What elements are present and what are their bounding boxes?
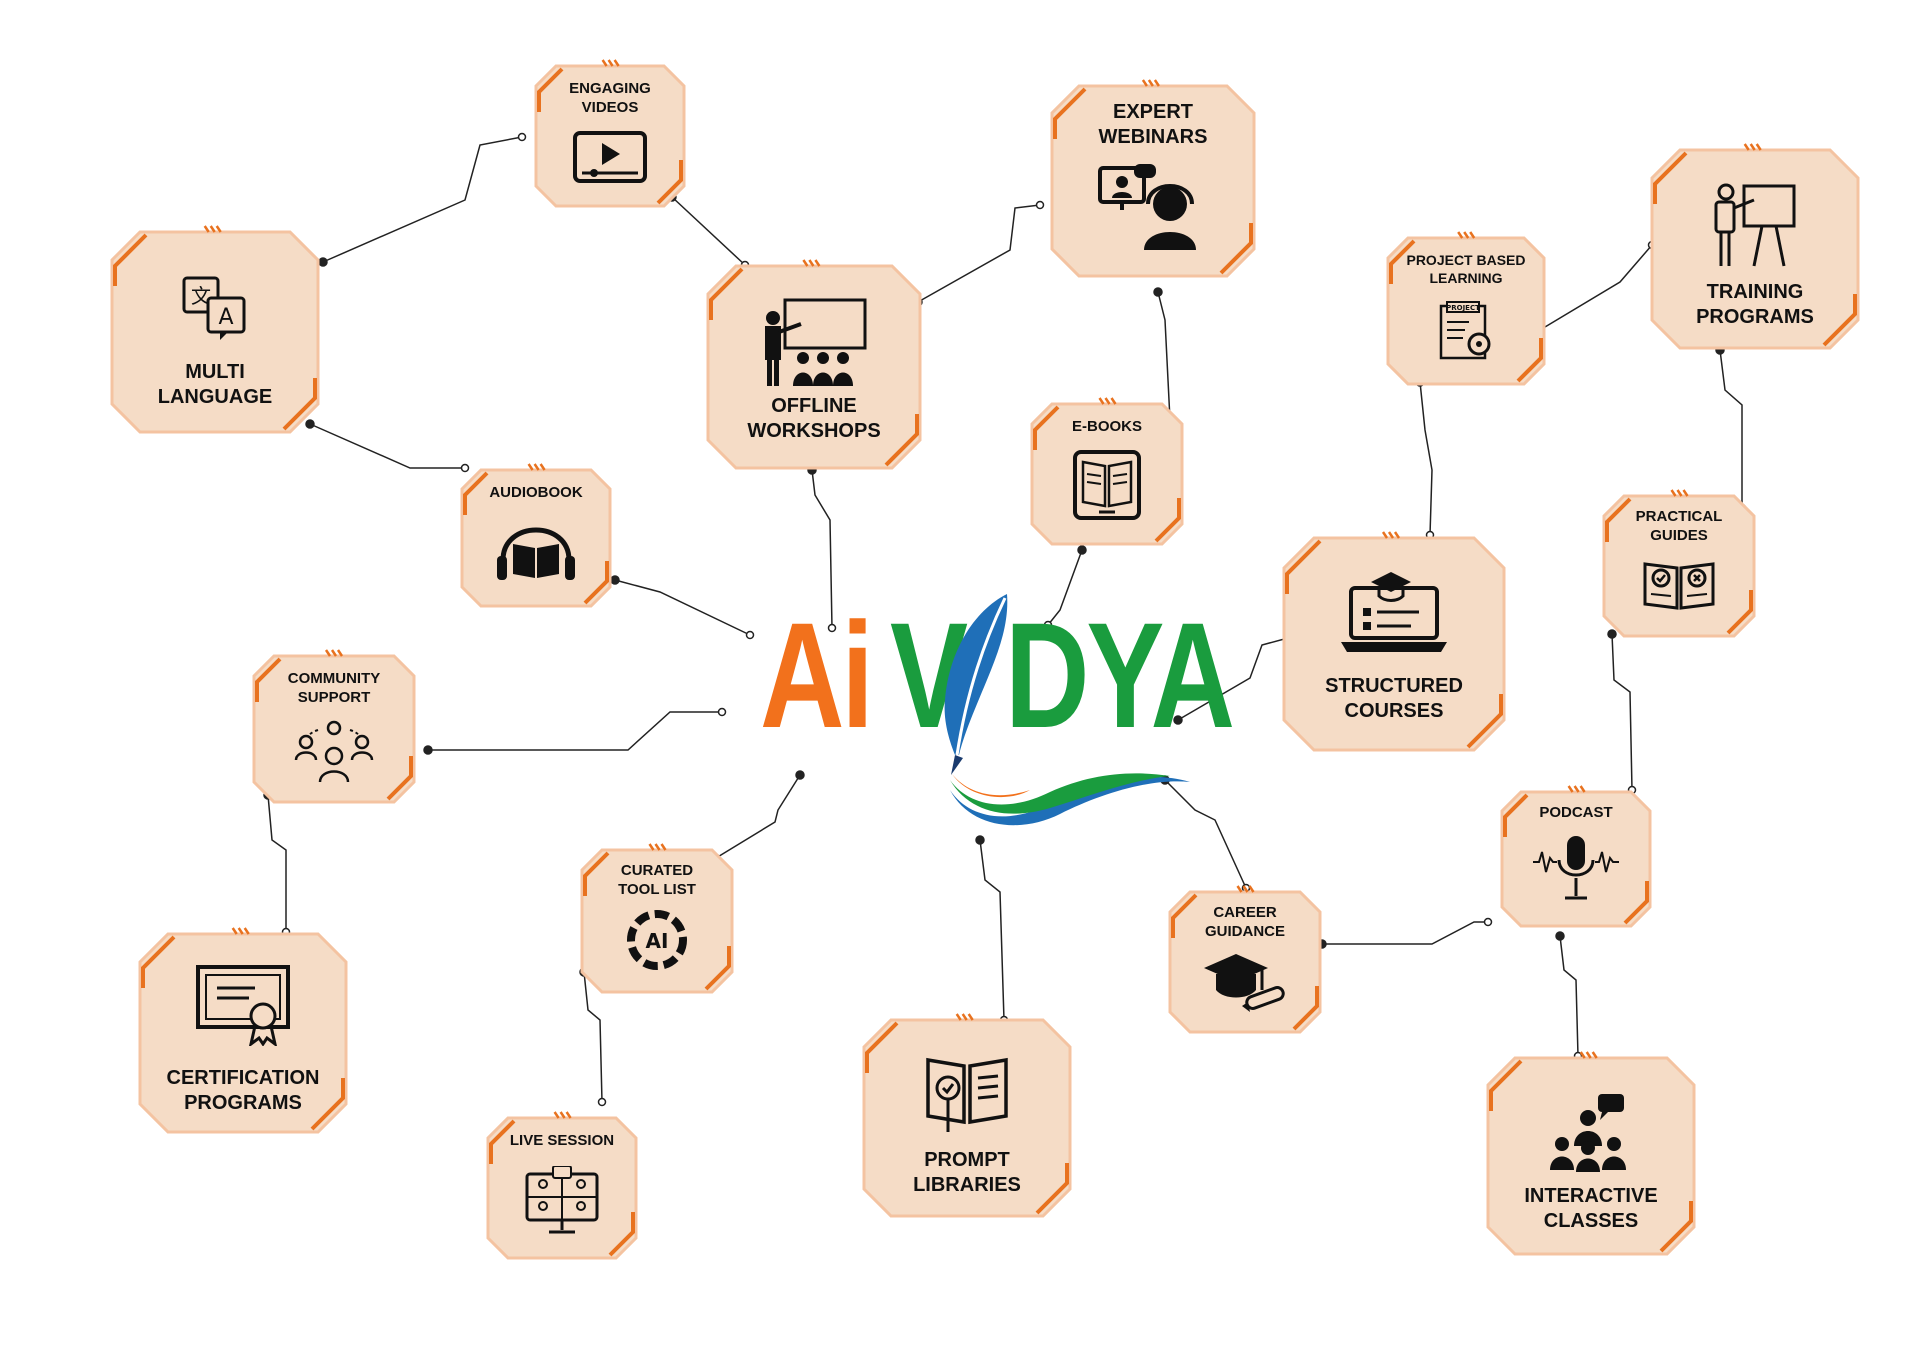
headphones-book-icon <box>497 527 575 580</box>
node-audiobook: AUDIOBOOK <box>460 463 612 608</box>
node-label: CURATED TOOL LIST <box>618 862 696 898</box>
node-multi-language: 文 A MULTI LANGUAGE <box>110 225 320 434</box>
graduation-cap-icon <box>1204 954 1285 1012</box>
logo-dya: DYA <box>1005 591 1235 759</box>
node-label: ENGAGING VIDEOS <box>569 80 651 116</box>
node-label: STRUCTURED COURSES <box>1325 675 1463 722</box>
node-label: PRACTICAL GUIDES <box>1635 508 1723 544</box>
node-label: COMMUNITY SUPPORT <box>287 670 381 706</box>
node-project-based-learning: PROJECT BASED LEARNING PROJECT <box>1386 231 1546 386</box>
node-label: MULTI LANGUAGE <box>157 361 273 408</box>
open-book-check-icon <box>1643 562 1715 610</box>
node-curated-tool-list: CURATED TOOL LIST AI <box>580 843 734 994</box>
ebook-icon <box>1073 450 1141 520</box>
node-e-books: E-BOOKS <box>1030 397 1184 546</box>
node-label: AUDIOBOOK <box>489 484 583 501</box>
video-player-icon <box>573 131 647 183</box>
node-offline-workshops: OFFLINE WORKSHOPS <box>706 259 922 470</box>
svg-text:AI: AI <box>646 929 669 953</box>
node-label: INTERACTIVE CLASSES <box>1524 1185 1658 1232</box>
project-scroll-icon: PROJECT <box>1439 301 1491 360</box>
video-call-icon <box>525 1166 599 1234</box>
svg-text:文: 文 <box>191 284 211 308</box>
node-label: CAREER GUIDANCE <box>1204 904 1285 940</box>
microphone-icon <box>1533 836 1619 900</box>
node-live-session: LIVE SESSION <box>486 1111 638 1260</box>
node-prompt-libraries: PROMPT LIBRARIES <box>862 1013 1072 1218</box>
quill-feather-icon <box>944 594 1008 775</box>
aividya-logo: Ai V DYA <box>760 590 1235 830</box>
group-discussion-icon <box>1550 1094 1626 1172</box>
node-training-programs: TRAINING PROGRAMS <box>1650 143 1860 350</box>
certificate-icon <box>196 965 290 1046</box>
node-certification-programs: CERTIFICATION PROGRAMS <box>138 927 348 1134</box>
node-label: PROJECT BASED LEARNING <box>1406 252 1526 286</box>
node-label: CERTIFICATION PROGRAMS <box>166 1067 320 1114</box>
node-career-guidance: CAREER GUIDANCE <box>1168 885 1322 1034</box>
node-label: OFFLINE WORKSHOPS <box>747 395 881 442</box>
laptop-course-icon <box>1341 572 1447 652</box>
node-label: EXPERT WEBINARS <box>1098 101 1208 148</box>
node-interactive-classes: INTERACTIVE CLASSES <box>1486 1051 1696 1256</box>
node-label: PROMPT LIBRARIES <box>913 1149 1021 1196</box>
node-structured-courses: STRUCTURED COURSES <box>1282 531 1506 752</box>
svg-text:A: A <box>218 305 233 330</box>
node-label: TRAINING PROGRAMS <box>1696 281 1814 328</box>
node-engaging-videos: ENGAGING VIDEOS <box>534 59 686 208</box>
prompt-book-icon <box>926 1057 1008 1132</box>
logo-swoosh <box>950 773 1190 826</box>
node-label: LIVE SESSION <box>509 1132 615 1149</box>
ai-chip-icon: AI <box>627 910 687 970</box>
node-community-support: COMMUNITY SUPPORT <box>252 649 416 804</box>
translate-icon: 文 A <box>182 276 246 340</box>
webinar-icon <box>1098 164 1196 250</box>
node-podcast: PODCAST <box>1500 785 1652 928</box>
community-icon <box>294 720 374 783</box>
presenter-icon <box>1714 183 1796 267</box>
classroom-icon <box>765 298 867 386</box>
node-expert-webinars: EXPERT WEBINARS <box>1050 79 1256 278</box>
svg-text:PROJECT: PROJECT <box>1446 304 1480 312</box>
node-practical-guides: PRACTICAL GUIDES <box>1602 489 1756 638</box>
node-label: PODCAST <box>1539 804 1613 821</box>
node-label: E-BOOKS <box>1071 418 1142 435</box>
logo-ai: Ai <box>760 591 874 759</box>
